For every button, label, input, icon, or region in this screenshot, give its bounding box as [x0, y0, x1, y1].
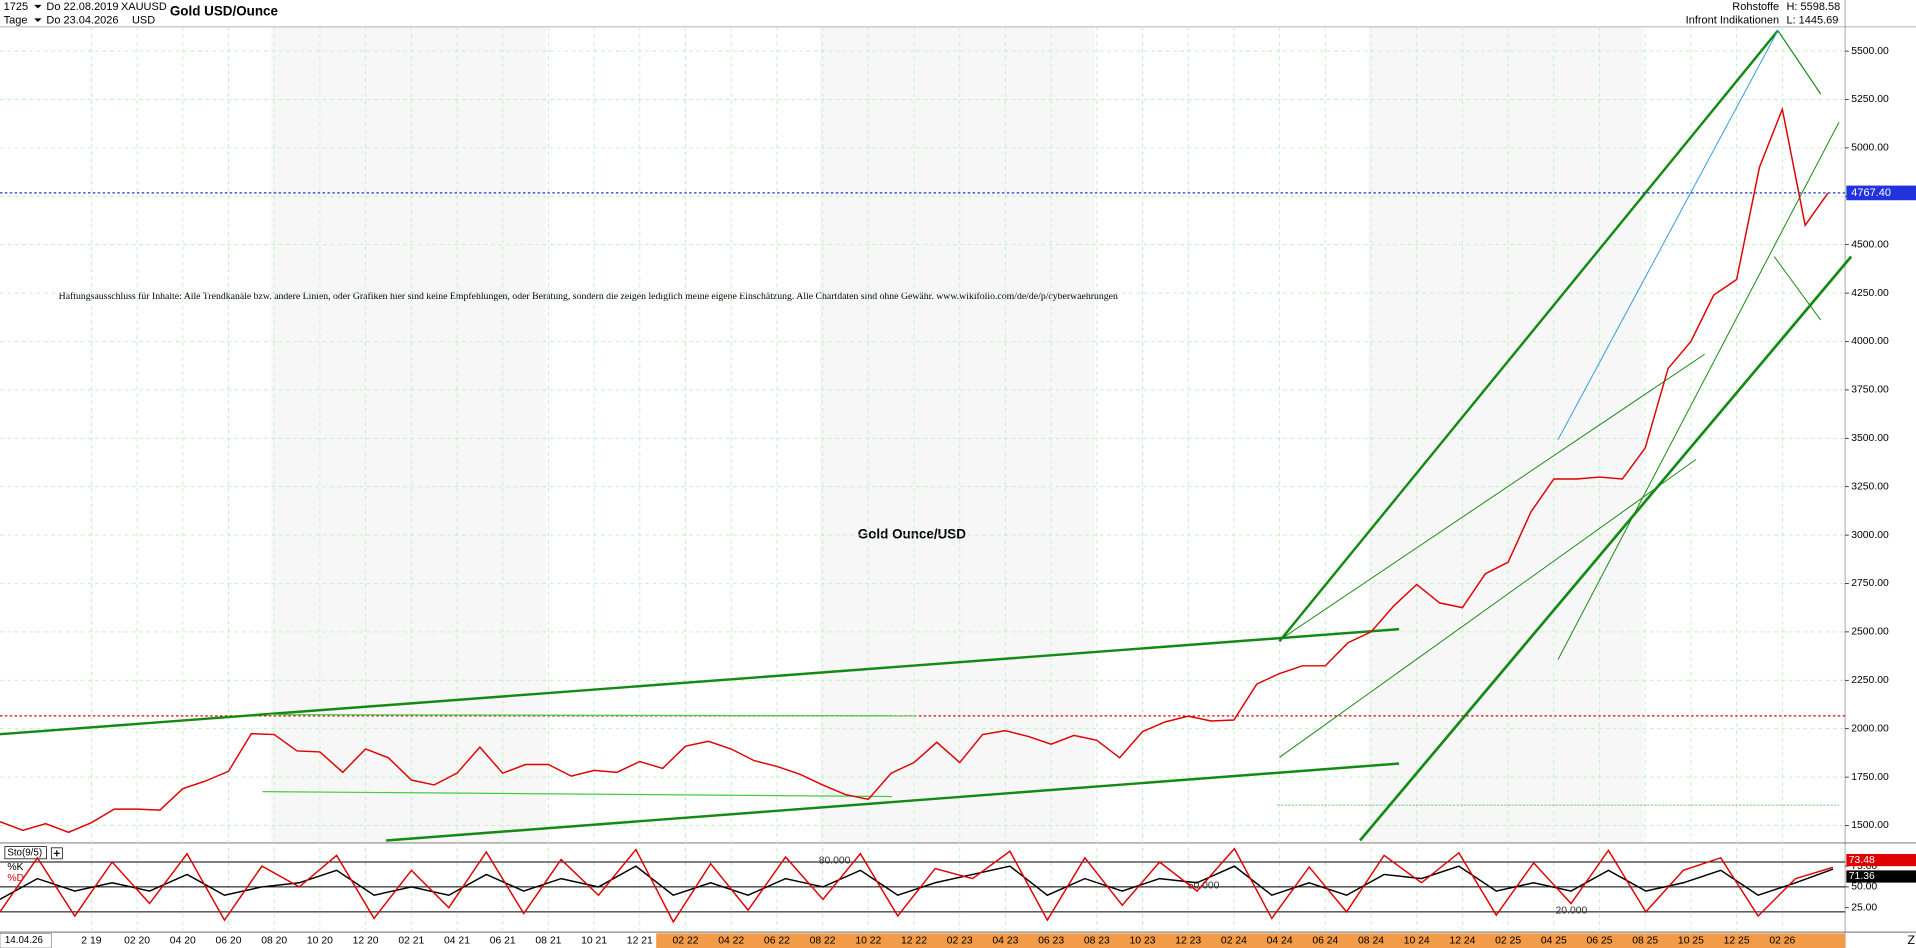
- y-tick-label: 2250.00: [1851, 675, 1889, 686]
- x-tick-label: 06 20: [216, 935, 242, 946]
- background: [0, 26, 1846, 843]
- x-tick-label: 08 22: [810, 935, 836, 946]
- y-tick-label: 5250.00: [1851, 94, 1889, 105]
- header-to: Do 23.04.2026: [46, 15, 118, 27]
- x-tick-label: 02 25: [1495, 935, 1521, 946]
- x-tick-label: 10 23: [1130, 935, 1156, 946]
- stoch-title: Sto(9/5): [7, 847, 42, 858]
- x-tick-label: 10 20: [307, 935, 333, 946]
- x-tick-label: 08 25: [1632, 935, 1658, 946]
- y-tick-label: 25.00: [1851, 902, 1877, 913]
- x-tick-label: 02 26: [1769, 935, 1795, 946]
- y-tick-label: 3500.00: [1851, 433, 1889, 444]
- x-tick-label: 02 20: [124, 935, 150, 946]
- x-tick-label: 10 22: [855, 935, 881, 946]
- x-tick-label: 06 21: [490, 935, 516, 946]
- value-tag-label: 71.36: [1849, 871, 1875, 882]
- header-title: Gold USD/Ounce: [170, 4, 278, 19]
- x-tick-label: 06 23: [1038, 935, 1064, 946]
- level-label: 80.000: [819, 856, 851, 867]
- x-tick-label: 12 23: [1175, 935, 1201, 946]
- legend-entry: %D: [7, 873, 24, 884]
- y-tick-label: 1500.00: [1851, 820, 1889, 831]
- x-tick-label: 04 24: [1267, 935, 1293, 946]
- y-tick-label: 50.00: [1851, 882, 1877, 893]
- y-tick-label: 2500.00: [1851, 627, 1889, 638]
- value-tag-label: 73.48: [1849, 855, 1875, 866]
- series-line: [0, 865, 1834, 901]
- x-tick-label: 12 20: [353, 935, 379, 946]
- z-button[interactable]: Z: [1907, 933, 1915, 947]
- x-tick-label: 06 25: [1587, 935, 1613, 946]
- x-tick-label: 06 24: [1312, 935, 1338, 946]
- x-tick-label: 02 21: [398, 935, 424, 946]
- series-line: [0, 106, 1829, 834]
- last-price-tag: [1846, 185, 1916, 201]
- header-from: Do 22.08.2019: [46, 1, 118, 13]
- x-tick-label: 02 23: [947, 935, 973, 946]
- y-tick-label: 2750.00: [1851, 578, 1889, 589]
- x-tick-label: 02 24: [1221, 935, 1247, 946]
- y-tick-label: 3250.00: [1851, 481, 1889, 492]
- x-tick-label: 12 25: [1724, 935, 1750, 946]
- x-tick-label: 12 21: [627, 935, 653, 946]
- series-line: [0, 847, 1834, 924]
- date-label: 14.04.26: [5, 935, 43, 946]
- x-tick-label: 08 20: [261, 935, 287, 946]
- disclaimer: Haftungsausschluss für Inhalte: Alle Tre…: [59, 291, 1118, 302]
- x-tick-label: 08 24: [1358, 935, 1384, 946]
- value-tag: [1846, 853, 1916, 867]
- x-tick-label: 04 22: [718, 935, 744, 946]
- header-period: Tage: [4, 15, 28, 27]
- header-low: L: 1445.69: [1786, 15, 1838, 27]
- x-tick-label: 04 25: [1541, 935, 1567, 946]
- y-tick-label: 5000.00: [1851, 143, 1889, 154]
- header-market: Rohstoffe: [1732, 1, 1779, 13]
- y-tick-label: 2000.00: [1851, 723, 1889, 734]
- y-tick-label: 3000.00: [1851, 530, 1889, 541]
- y-tick-label: 3750.00: [1851, 385, 1889, 396]
- header-source: Infront Indikationen: [1686, 15, 1779, 27]
- plot: 1500.00 1750.00 2000.00 2250.00 2500.00 2750.…: [0, 46, 1916, 834]
- y-tick-label: 1750.00: [1851, 772, 1889, 783]
- annotation: Gold Ounce/USD: [858, 527, 966, 542]
- x-tick-label: 04 20: [170, 935, 196, 946]
- header-currency: USD: [132, 15, 155, 27]
- x-tick-label: 08 23: [1084, 935, 1110, 946]
- y-tick-label: 75.00: [1851, 861, 1877, 872]
- x-tick-label: 04 23: [992, 935, 1018, 946]
- trendlines: [0, 29, 1853, 842]
- header-symbol: XAUUSD: [121, 1, 167, 13]
- last-price-label: 4767.40: [1851, 187, 1891, 199]
- y-tick-label: 5500.00: [1851, 46, 1889, 57]
- header-high: H: 5598.58: [1786, 1, 1840, 13]
- x-tick-label: 2 19: [81, 935, 101, 946]
- x-tick-label: 02 22: [673, 935, 699, 946]
- x-tick-label: 12 24: [1449, 935, 1475, 946]
- x-tick-label: 10 24: [1404, 935, 1430, 946]
- y-tick-label: 4500.00: [1851, 239, 1889, 250]
- stoch-panel: 80.000 50.000 20.000 75.00 50.00 25.00 %K 73.48…: [0, 847, 1916, 924]
- x-tick-label: 04 21: [444, 935, 470, 946]
- legend-entry: %K: [7, 862, 23, 873]
- x-tick-label: 08 21: [535, 935, 561, 946]
- y-tick-label: 4250.00: [1851, 288, 1889, 299]
- value-tag: [1846, 870, 1916, 883]
- y-tick-label: 4000.00: [1851, 336, 1889, 347]
- level-label: 50.000: [1188, 880, 1220, 891]
- x-tick-label: 12 22: [901, 935, 927, 946]
- x-tick-label: 06 22: [764, 935, 790, 946]
- header-count: 1725: [4, 1, 28, 13]
- x-tick-label: 10 21: [581, 935, 607, 946]
- level-label: 20.000: [1556, 905, 1588, 916]
- axis-highlight: [656, 933, 1846, 948]
- x-tick-label: 10 25: [1678, 935, 1704, 946]
